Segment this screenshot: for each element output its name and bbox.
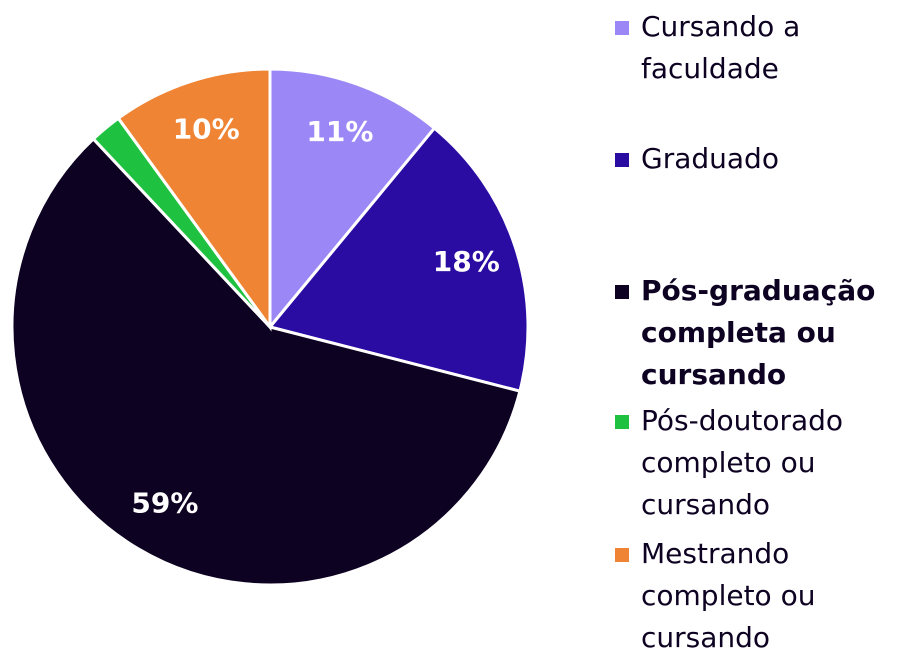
legend-swatch xyxy=(615,415,629,429)
slice-label: 18% xyxy=(433,245,500,278)
legend-swatch xyxy=(615,21,629,35)
legend-label: Graduado xyxy=(641,142,779,175)
legend-swatch xyxy=(615,548,629,562)
slice-label: 59% xyxy=(131,487,198,520)
legend-label: Mestrando completo ou cursando xyxy=(641,537,816,654)
legend-item: Pós-graduação completa ou cursando xyxy=(615,270,895,396)
legend-item: Graduado xyxy=(615,138,895,180)
legend-swatch xyxy=(615,153,629,167)
legend-item: Mestrando completo ou cursando xyxy=(615,533,895,659)
legend-swatch xyxy=(615,285,629,299)
legend-label: Pós-graduação completa ou cursando xyxy=(641,274,876,391)
pie-slice xyxy=(268,67,437,332)
legend-label: Cursando a faculdade xyxy=(641,10,801,85)
chart: 11% 18% 59% 10% xyxy=(10,67,530,587)
slice-label: 11% xyxy=(306,115,373,148)
pie-slice xyxy=(116,67,272,332)
slice-label: 10% xyxy=(173,113,240,146)
legend-item: Cursando a faculdade xyxy=(615,6,895,90)
legend-label: Pós-doutorado completo ou cursando xyxy=(641,404,844,521)
pie-slice xyxy=(10,136,522,587)
pie-slice xyxy=(267,126,530,393)
legend-item: Pós-doutorado completo ou cursando xyxy=(615,400,895,526)
page: 11%18%59%10% (() => { const data = JSON.… xyxy=(10,6,895,654)
